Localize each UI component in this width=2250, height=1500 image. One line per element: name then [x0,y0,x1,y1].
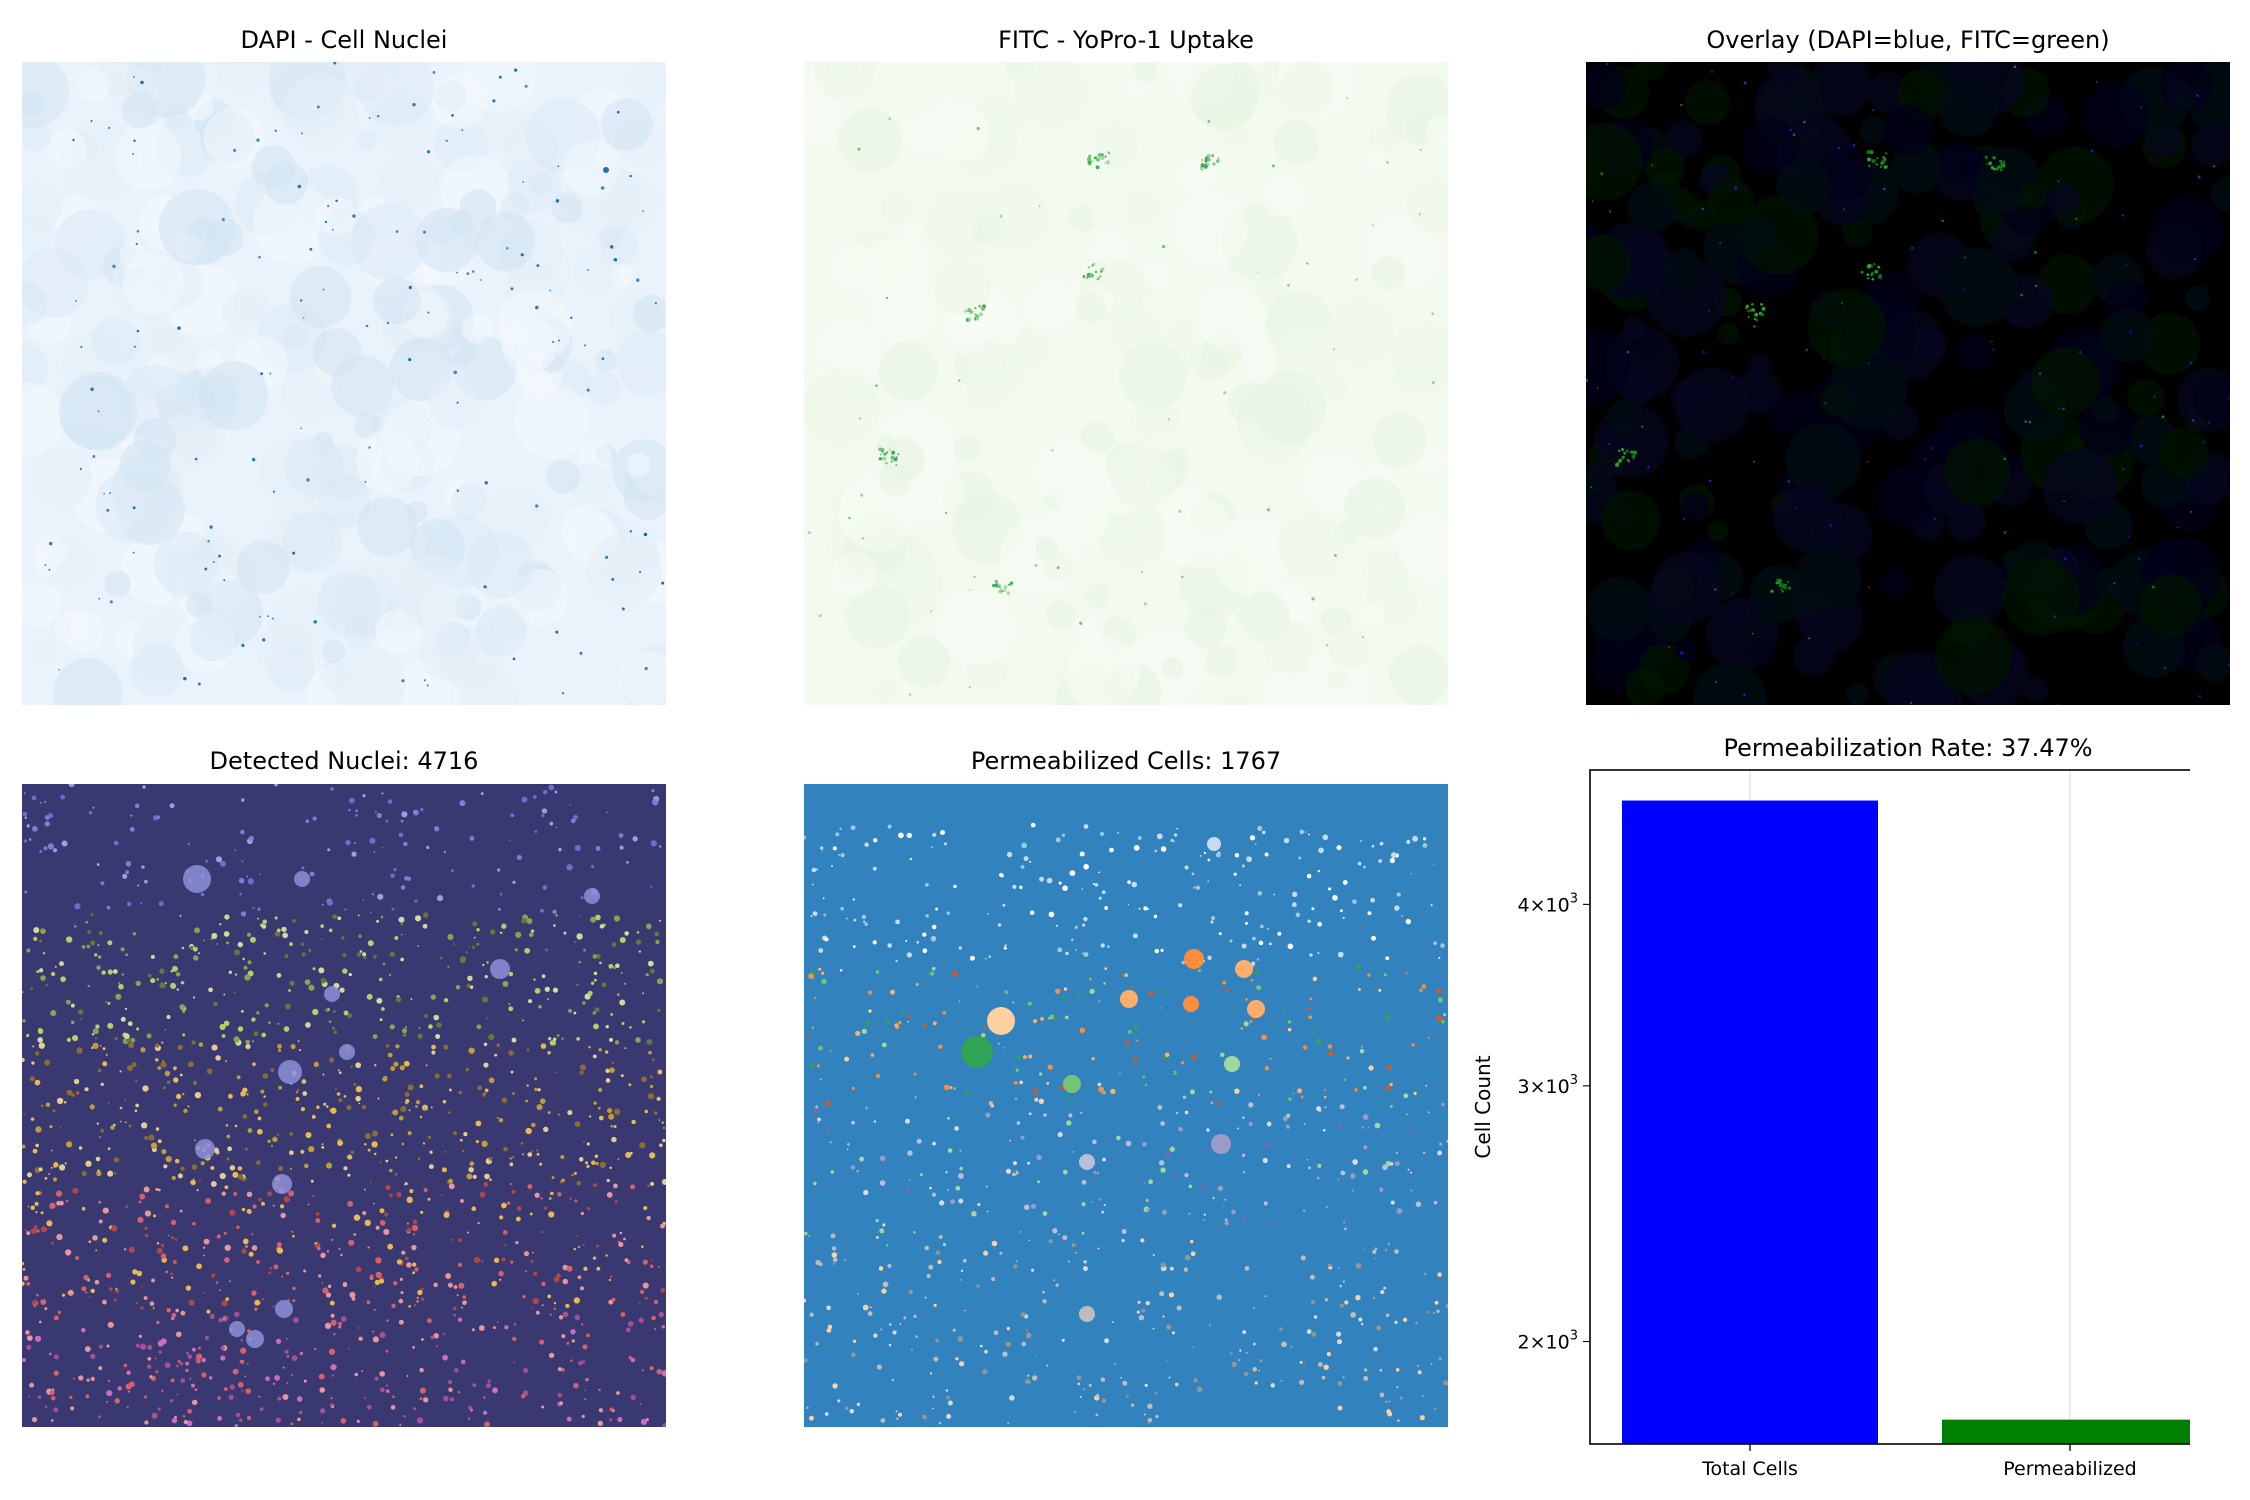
chart-title: Permeabilization Rate: 37.47% [1723,734,2093,762]
overlay-image [1586,62,2230,705]
speckles [807,97,1435,696]
speckles [1745,302,1766,321]
permeabilized-background [804,784,1448,1427]
speckles [1615,448,1637,467]
dapi-image [22,62,666,705]
texture [1586,62,2230,705]
y-tick-label: 2×103 [1518,1329,1578,1354]
x-tick-label: Total Cells [1701,1458,1798,1480]
overlay-panel-title: Overlay (DAPI=blue, FITC=green) [1706,26,2110,54]
nuclei-background [22,784,666,1427]
speckles [992,579,1014,595]
permeabilization-bar-chart: Total Cells Permeabilized 2×103 3×103 4×103 C… [1471,769,2190,1480]
permeabilized-panel-title: Permeabilized Cells: 1767 [970,747,1282,775]
nuclei-label-image [22,784,666,1427]
speckles [44,62,665,695]
y-axis-label: Cell Count [1471,1055,1495,1158]
bar-permeabilized [1942,1419,2190,1444]
nuclei-panel-title: Detected Nuclei: 4716 [209,747,479,775]
speckles [1086,150,1111,170]
speckles [878,447,900,467]
fitc-panel-title: FITC - YoPro-1 Uptake [998,26,1254,54]
speckles [964,304,987,322]
speckles [1082,262,1105,281]
speckles [1984,155,2006,172]
speckles [1770,578,1792,593]
permeabilized-label-image [804,784,1448,1427]
speckles [1199,153,1220,171]
texture [22,62,666,705]
plot-frame [1589,769,2190,1445]
bar-total-cells [1622,800,1878,1444]
dapi-panel-title: DAPI - Cell Nuclei [240,26,448,54]
y-tick-label: 3×103 [1518,1073,1578,1098]
speckles [1860,262,1883,281]
speckles [1866,149,1889,169]
x-tick-label: Permeabilized [2003,1458,2136,1480]
texture [804,62,1448,705]
speckles [1586,62,2230,705]
y-tick-label: 4×103 [1518,891,1578,916]
fitc-image [804,62,1448,705]
